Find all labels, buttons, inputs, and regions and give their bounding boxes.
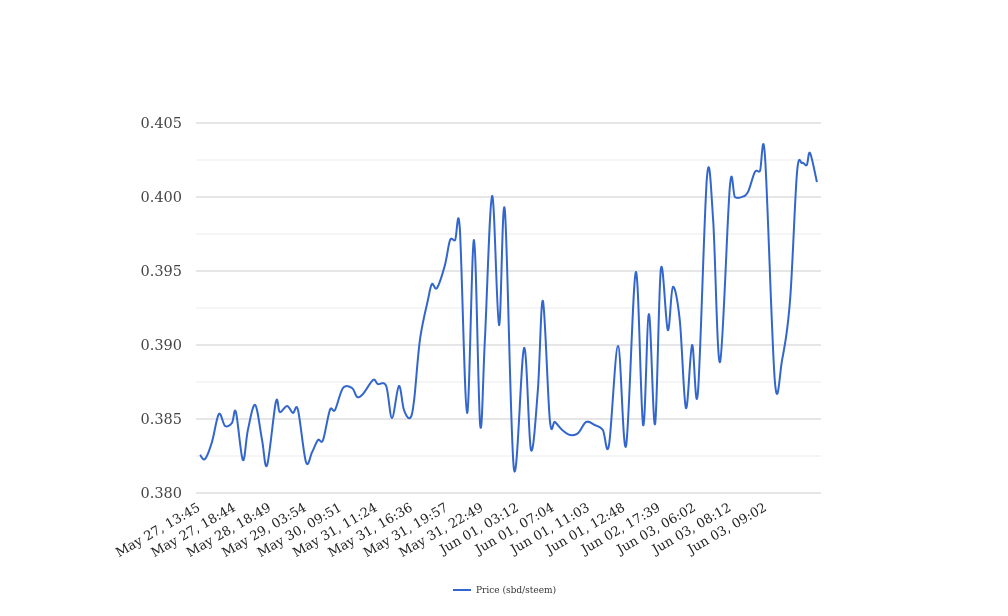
y-tick-label: 0.380 bbox=[140, 486, 182, 502]
y-axis-labels: 0.380 0.385 0.390 0.395 0.400 0.405 bbox=[140, 116, 182, 502]
legend[interactable]: Price (sbd/steem) bbox=[453, 585, 556, 596]
series-layer bbox=[199, 143, 818, 473]
y-tick-label: 0.385 bbox=[140, 412, 182, 428]
y-tick-label: 0.390 bbox=[140, 338, 182, 354]
legend-label: Price (sbd/steem) bbox=[476, 585, 556, 596]
price-series-line bbox=[199, 143, 818, 473]
y-tick-label: 0.395 bbox=[140, 264, 182, 280]
y-tick-label: 0.405 bbox=[140, 116, 182, 132]
y-tick-label: 0.400 bbox=[140, 190, 182, 206]
